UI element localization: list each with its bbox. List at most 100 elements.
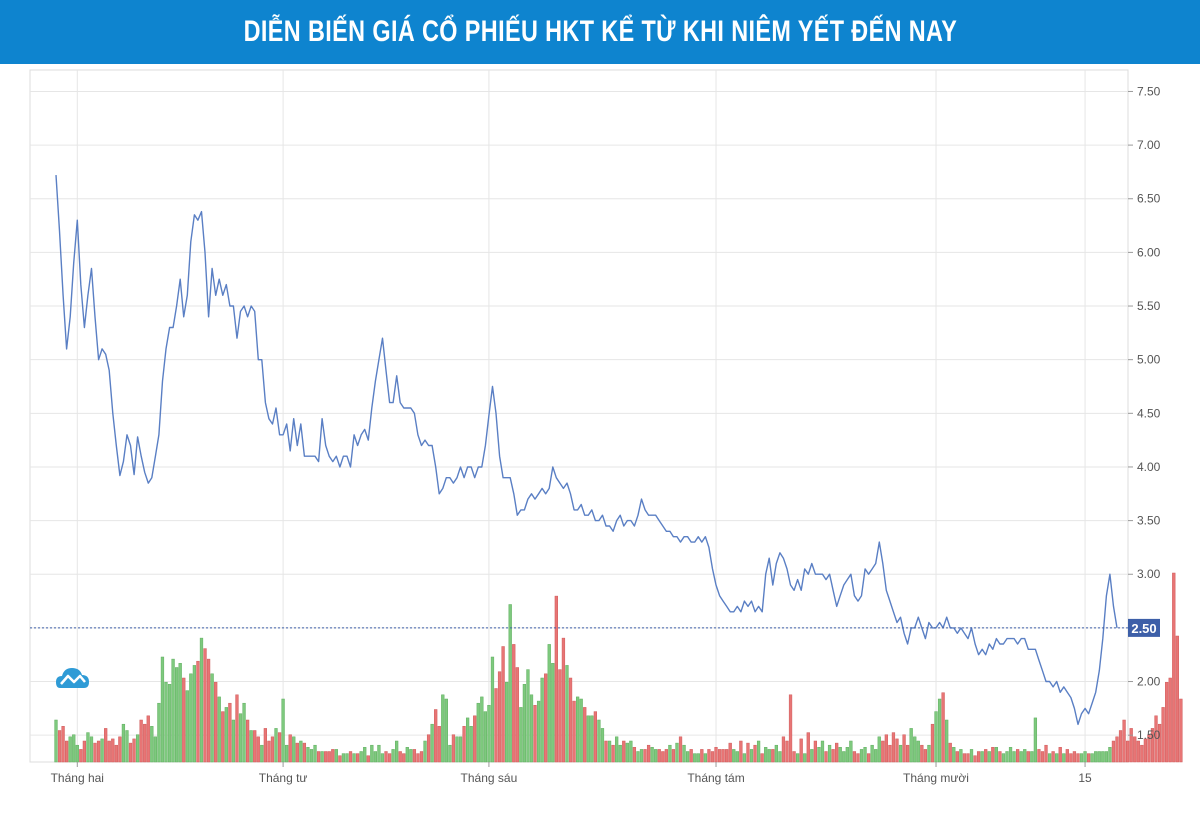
volume-bar bbox=[1140, 744, 1144, 763]
volume-bar bbox=[231, 719, 236, 763]
volume-bar bbox=[111, 738, 115, 763]
volume-bar bbox=[395, 740, 399, 763]
volume-bar bbox=[426, 734, 431, 763]
volume-bar bbox=[430, 723, 434, 763]
volume-bar bbox=[529, 694, 534, 763]
volume-bar bbox=[512, 644, 516, 763]
volume-bar bbox=[980, 751, 984, 763]
volume-bar bbox=[182, 677, 186, 763]
volume-bar bbox=[217, 696, 221, 763]
volume-bar bbox=[998, 751, 1002, 763]
volume-bar bbox=[796, 753, 800, 763]
volume-bar bbox=[1079, 753, 1084, 763]
volume-bar bbox=[976, 751, 981, 763]
volume-bar bbox=[1108, 747, 1112, 763]
y-tick-label: 6.50 bbox=[1137, 192, 1161, 206]
volume-bar bbox=[1104, 751, 1108, 763]
volume-bar bbox=[565, 665, 569, 763]
volume-bar bbox=[1161, 707, 1165, 763]
volume-bar bbox=[849, 740, 853, 763]
volume-bar bbox=[969, 749, 974, 763]
volume-bar bbox=[327, 751, 331, 763]
volume-bar bbox=[547, 644, 551, 763]
volume-bar bbox=[355, 753, 360, 763]
volume-bar bbox=[696, 753, 700, 763]
volume-bar bbox=[295, 742, 299, 763]
volume-bar bbox=[902, 734, 906, 763]
y-tick-label: 3.00 bbox=[1137, 567, 1161, 581]
volume-bar bbox=[1012, 751, 1016, 763]
volume-bar bbox=[590, 715, 594, 763]
volume-bar bbox=[462, 726, 466, 763]
volume-bar bbox=[856, 753, 860, 763]
chart-area: 1.50 2.00 2.50 3.00 3.50 4.00 4.50 5.00 5.50 6.00… bbox=[0, 64, 1200, 818]
volume-bar bbox=[128, 742, 133, 763]
volume-bar bbox=[710, 751, 715, 763]
volume-bar bbox=[114, 744, 118, 763]
volume-bar bbox=[1062, 753, 1066, 763]
volume-bar bbox=[984, 749, 988, 763]
volume-bar bbox=[214, 681, 218, 763]
y-tick-label: 7.00 bbox=[1137, 138, 1161, 152]
volume-bar bbox=[607, 740, 612, 763]
volume-bar bbox=[661, 751, 665, 763]
volume-bar bbox=[61, 726, 65, 763]
volume-bar bbox=[89, 736, 94, 763]
volume-bar bbox=[593, 711, 598, 763]
volume-bar bbox=[725, 749, 729, 763]
volume-bar bbox=[583, 707, 587, 763]
volume-bar bbox=[384, 751, 388, 763]
y-tick-label: 2.00 bbox=[1137, 675, 1161, 689]
volume-bar bbox=[451, 734, 456, 763]
volume-bar bbox=[274, 728, 278, 763]
volume-bar bbox=[767, 749, 771, 763]
volume-bar bbox=[309, 749, 314, 763]
volume-bar bbox=[686, 751, 690, 763]
volume-bar bbox=[597, 719, 601, 763]
volume-bar bbox=[1175, 635, 1179, 763]
volume-bar bbox=[1086, 753, 1091, 763]
volume-bar bbox=[572, 700, 576, 763]
volume-bar bbox=[962, 753, 967, 763]
volume-bar bbox=[153, 736, 157, 763]
volume-bar bbox=[434, 709, 438, 763]
volume-bar bbox=[945, 719, 949, 763]
volume-bar bbox=[501, 646, 505, 763]
volume-bar bbox=[334, 749, 338, 763]
axes: 1.50 2.00 2.50 3.00 3.50 4.00 4.50 5.00 5.50 6.00… bbox=[51, 84, 1161, 785]
volume-bar bbox=[72, 734, 76, 763]
volume-bar bbox=[331, 749, 335, 763]
volume-bar bbox=[1133, 736, 1137, 763]
volume-bar bbox=[721, 749, 725, 763]
volume-bar bbox=[781, 736, 786, 763]
y-tick-label: 5.00 bbox=[1137, 353, 1161, 367]
volume-bar bbox=[820, 740, 825, 763]
volume-bar bbox=[959, 749, 963, 763]
volume-bar bbox=[338, 755, 342, 763]
x-tick-label: Tháng sáu bbox=[461, 771, 518, 785]
volume-bar bbox=[714, 747, 718, 763]
volume-bar bbox=[575, 696, 580, 763]
volume-bar bbox=[877, 736, 881, 763]
volume-bar bbox=[167, 684, 172, 763]
volume-bar bbox=[579, 698, 583, 763]
volume-bar bbox=[299, 740, 303, 763]
volume-bar bbox=[1019, 751, 1023, 763]
volume-bar bbox=[199, 637, 204, 763]
volume-bar bbox=[370, 744, 374, 763]
volume-bar bbox=[228, 702, 232, 763]
logo-zigzag bbox=[60, 674, 86, 685]
volume-bar bbox=[281, 698, 285, 763]
volume-bar bbox=[639, 749, 644, 763]
volume-bar bbox=[302, 742, 307, 763]
volume-bar bbox=[859, 749, 864, 763]
volume-bar bbox=[178, 663, 182, 763]
volume-bar bbox=[906, 744, 910, 763]
volume-bar bbox=[235, 694, 239, 763]
volume-bar bbox=[1065, 749, 1069, 763]
volume-bar bbox=[671, 749, 676, 763]
volume-bar bbox=[473, 715, 477, 763]
volume-bar bbox=[1001, 753, 1006, 763]
volume-bar bbox=[643, 749, 647, 763]
volume-bar bbox=[1115, 736, 1119, 763]
